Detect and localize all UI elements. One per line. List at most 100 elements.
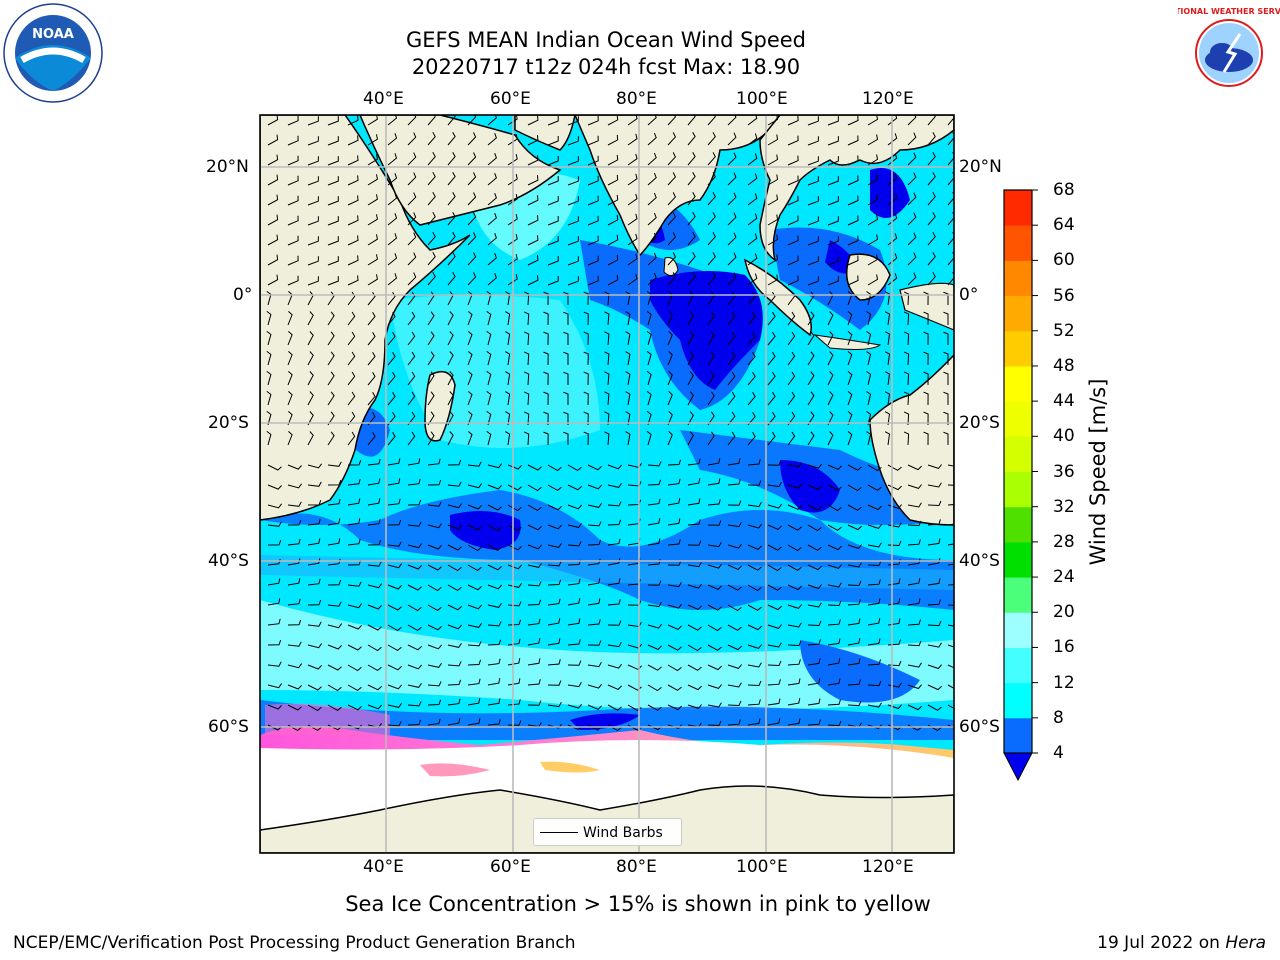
wind-barb: [867, 234, 879, 246]
wind-barb: [867, 579, 881, 586]
wind-barb: [767, 154, 779, 166]
wind-barb: [367, 351, 376, 366]
wind-barb: [884, 431, 891, 446]
wind-barb: [427, 458, 441, 466]
bottom-lon-tick: 80°E: [616, 857, 657, 877]
wind-barb: [903, 391, 910, 406]
wind-barb: [486, 330, 492, 346]
wind-barb: [827, 564, 842, 569]
wind-barb: [667, 560, 682, 566]
wind-barb: [625, 411, 631, 426]
wind-barb: [827, 544, 842, 551]
wind-barb: [647, 212, 657, 226]
wind-barb: [647, 664, 662, 671]
wind-barb: [807, 391, 815, 406]
wind-barb: [367, 411, 376, 426]
wind-barb: [347, 518, 361, 526]
wind-barb: [727, 564, 742, 570]
wind-barb: [447, 544, 462, 551]
wind-barb: [467, 252, 477, 266]
wind-barb: [807, 484, 822, 490]
wind-barb: [727, 500, 742, 506]
wind-barb: [527, 599, 542, 606]
wind-barb: [927, 152, 936, 166]
wind-barb: [583, 391, 589, 406]
wind-barb: [467, 431, 473, 446]
wind-barb: [767, 134, 779, 146]
wind-barb: [327, 156, 339, 166]
colorbar-tick-label: 12: [1053, 672, 1075, 693]
wind-barb: [427, 718, 441, 726]
wind-barb: [587, 464, 602, 471]
wind-barb: [707, 351, 715, 366]
wind-barb: [827, 524, 842, 531]
wind-barb: [287, 538, 301, 546]
wind-barb: [927, 132, 936, 146]
wind-barb: [587, 683, 602, 689]
wind-barb: [367, 684, 382, 691]
wind-barb: [727, 172, 737, 186]
wind-barb: [327, 461, 342, 467]
wind-barb: [847, 195, 859, 206]
wind-barb: [327, 256, 339, 266]
wind-barb: [604, 391, 610, 406]
wind-barb: [507, 504, 522, 512]
wind-barb: [827, 156, 839, 166]
wind-barb: [327, 136, 339, 146]
wind-barb: [727, 311, 736, 326]
wind-barb: [747, 351, 756, 366]
wind-barb: [547, 196, 559, 206]
wind-barb: [727, 431, 736, 446]
wind-barb: [327, 684, 342, 692]
wind-barb: [287, 135, 299, 146]
wind-barb: [687, 478, 701, 486]
wind-barb: [707, 172, 716, 186]
wind-barb: [287, 704, 302, 711]
wind-barb: [907, 252, 917, 266]
wind-barb: [807, 256, 819, 266]
wind-barb: [287, 411, 293, 426]
wind-barb: [307, 116, 319, 126]
wind-barb: [447, 661, 462, 667]
wind-barb: [527, 115, 539, 126]
wind-barb: [827, 136, 839, 146]
wind-barb: [567, 116, 579, 126]
wind-barb: [267, 503, 282, 509]
wind-barb: [347, 371, 356, 386]
wind-barb: [667, 624, 682, 630]
wind-barb: [687, 191, 696, 206]
wind-barb: [427, 131, 436, 146]
wind-barb: [387, 584, 402, 590]
wind-barb: [427, 151, 436, 166]
wind-barb: [866, 331, 872, 346]
wind-barb: [447, 481, 462, 487]
wind-barb: [547, 216, 559, 226]
wind-barb: [467, 351, 473, 366]
bottom-lon-tick: 120°E: [862, 857, 914, 877]
wind-barb: [387, 644, 402, 652]
wind-barb: [627, 193, 638, 206]
top-lon-tick: 80°E: [616, 89, 657, 109]
wind-barb: [727, 719, 741, 726]
wind-barb: [287, 311, 293, 326]
wind-barb: [407, 311, 416, 326]
wind-barb: [667, 684, 682, 691]
wind-barb: [587, 155, 599, 166]
wind-barb: [747, 480, 762, 486]
wind-barb: [567, 484, 582, 491]
wind-barb: [487, 603, 502, 608]
wind-barb: [807, 276, 819, 286]
wind-barb: [687, 604, 702, 610]
wind-barb: [947, 624, 954, 627]
wind-barb: [907, 152, 917, 166]
bottom-lon-tick: 100°E: [736, 857, 788, 877]
wind-barb: [487, 698, 501, 706]
wind-barb: [827, 116, 839, 126]
wind-barb: [505, 351, 511, 366]
wind-barb: [447, 411, 454, 426]
wind-barb: [903, 311, 910, 326]
wind-barb: [267, 521, 282, 527]
wind-barb: [347, 538, 361, 546]
wind-barb: [527, 638, 541, 646]
wind-barb: [583, 311, 589, 326]
